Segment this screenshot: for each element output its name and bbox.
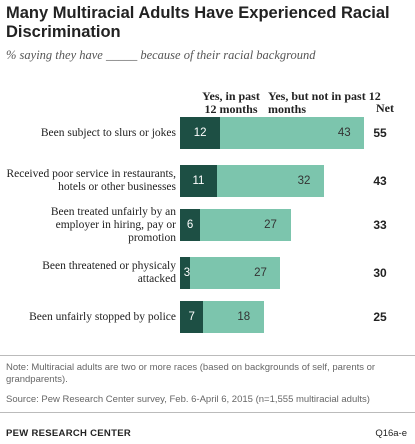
category-label: Been threatened or physicaly attacked bbox=[42, 260, 176, 285]
category-label: Been subject to slurs or jokes bbox=[40, 126, 176, 139]
net-value: 30 bbox=[373, 266, 387, 280]
category-label: Been unfairly stopped by police bbox=[29, 310, 176, 323]
divider bbox=[0, 355, 415, 356]
net-value: 33 bbox=[373, 218, 387, 232]
source-text: Source: Pew Research Center survey, Feb.… bbox=[6, 394, 370, 405]
bar-segment-recent bbox=[180, 209, 201, 241]
bar-segment-recent bbox=[180, 301, 204, 333]
legend-series-recent: Yes, in past 12 months bbox=[202, 89, 260, 116]
bar-segment-earlier bbox=[203, 301, 264, 333]
data-label: 43 bbox=[337, 127, 351, 139]
data-label: 7 bbox=[188, 311, 195, 323]
category-label: Received poor service in restaurants, ho… bbox=[6, 168, 176, 193]
bar-segment-earlier bbox=[190, 257, 281, 289]
bar-segment-earlier bbox=[200, 209, 291, 241]
category-label: Been treated unfairly by an employer in … bbox=[50, 205, 176, 244]
net-value: 25 bbox=[373, 310, 387, 324]
net-value: 43 bbox=[373, 174, 387, 188]
note-text: Note: Multiracial adults are two or more… bbox=[6, 362, 376, 385]
question-id: Q16a-e bbox=[375, 428, 407, 439]
data-label: 3 bbox=[183, 267, 191, 279]
data-label: 27 bbox=[264, 219, 277, 231]
data-label: 6 bbox=[186, 219, 194, 231]
chart-subtitle: % saying they have _____ because of thei… bbox=[6, 48, 316, 62]
bar-segment-recent bbox=[180, 165, 217, 197]
legend-series-earlier: Yes, but not in past 12 months bbox=[268, 89, 381, 116]
data-label: 32 bbox=[297, 175, 311, 187]
bar-segment-earlier bbox=[216, 165, 325, 197]
org-name: PEW RESEARCH CENTER bbox=[6, 428, 131, 439]
bar-segment-recent bbox=[180, 257, 191, 289]
data-label: 27 bbox=[254, 267, 267, 279]
net-header: Net bbox=[376, 101, 394, 115]
data-label: 12 bbox=[193, 127, 207, 139]
data-label: 11 bbox=[192, 175, 205, 187]
divider bbox=[0, 412, 415, 413]
net-value: 55 bbox=[373, 126, 387, 140]
chart-title: Many Multiracial Adults Have Experienced… bbox=[6, 4, 390, 41]
data-label: 18 bbox=[237, 311, 251, 323]
bar-segment-recent bbox=[180, 117, 221, 149]
bar-segment-earlier bbox=[220, 117, 365, 149]
